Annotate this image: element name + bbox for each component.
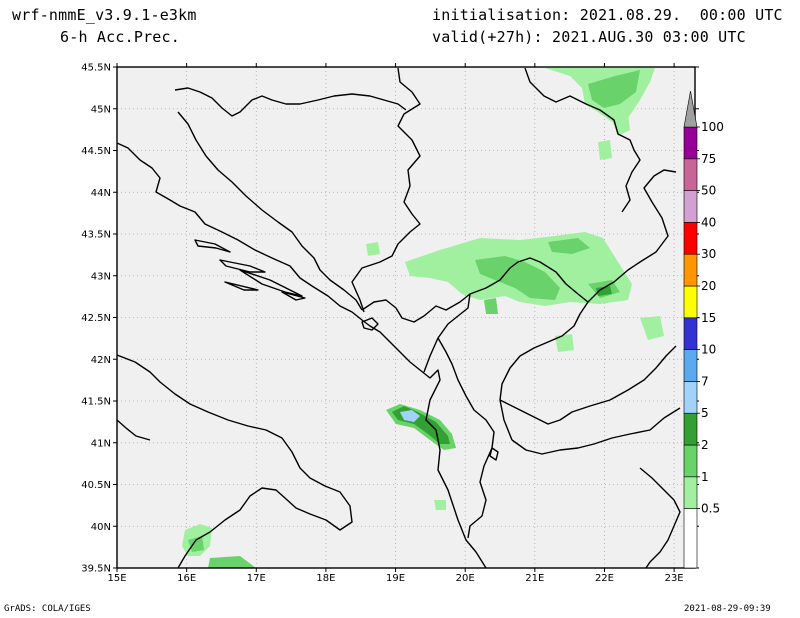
latitude-labels: 45.5N 45N 44.5N 44N 43.5N 43N 42.5N 42N 41.5N 41N… xyxy=(81,63,111,575)
lat-label: 45.5N xyxy=(81,63,111,74)
colorbar-swatch xyxy=(683,349,698,382)
colorbar-swatch xyxy=(683,317,698,350)
border-north-croatia xyxy=(174,87,407,117)
valid-line: valid(+27h): 2021.AUG.30 03:00 UTC xyxy=(432,28,746,46)
coast-islands-5 xyxy=(224,281,259,291)
lon-label: 19E xyxy=(386,573,405,584)
colorbar-label: 0.5 xyxy=(701,502,720,516)
colorbar-swatch xyxy=(683,126,698,160)
lat-label: 43N xyxy=(91,271,111,282)
init-label: initialisation: xyxy=(432,6,571,24)
colorbar-label: 40 xyxy=(701,215,716,229)
lat-label: 40.5N xyxy=(81,480,111,491)
colorbar-above-max xyxy=(683,90,698,128)
coastline-adriatic-west xyxy=(117,419,151,441)
timestamp-text: 2021-08-29-09:39 xyxy=(684,604,771,614)
colorbar-label: 10 xyxy=(701,343,716,357)
colorbar-label: 2 xyxy=(701,438,709,452)
coastline-italy-croatia xyxy=(117,142,487,568)
colorbar-label: 15 xyxy=(701,311,716,325)
lake-scutari xyxy=(361,317,379,331)
init-line: initialisation: 2021.08.29. 00:00 UTC xyxy=(432,6,783,24)
colorbar-label: 75 xyxy=(701,152,716,166)
colorbar: 0.5 1 2 5 7 10 15 20 30 40 50 75 100 xyxy=(683,90,724,569)
coast-islands-4 xyxy=(281,291,306,301)
border-kosovo-north xyxy=(469,257,589,441)
lake-ohrid xyxy=(489,447,499,461)
model-name: wrf-nmmE_v3.9.1-e3km xyxy=(12,6,197,24)
coastline-east-italy xyxy=(117,354,353,568)
coast-islands-1 xyxy=(194,239,231,253)
tick-marks xyxy=(113,63,699,572)
border-croatia-bosnia xyxy=(177,111,363,311)
colorbar-label: 20 xyxy=(701,279,716,293)
field-name: 6-h Acc.Prec. xyxy=(60,28,180,46)
lat-label: 44.5N xyxy=(81,146,111,157)
colorbar-swatch xyxy=(683,381,698,414)
colorbar-label: 50 xyxy=(701,184,716,198)
lon-label: 22E xyxy=(595,573,614,584)
lon-label: 15E xyxy=(107,573,126,584)
colorbar-label: 7 xyxy=(701,374,709,388)
lat-label: 40N xyxy=(91,522,111,533)
border-bosnia-serbia xyxy=(351,67,421,313)
lat-label: 45N xyxy=(91,104,111,115)
colorbar-swatch xyxy=(683,476,698,509)
border-serbia-bulgaria xyxy=(587,169,677,303)
lon-label: 21E xyxy=(525,573,544,584)
colorbar-swatch xyxy=(683,190,698,223)
border-greece-inner xyxy=(499,345,677,425)
colorbar-label: 100 xyxy=(701,120,724,134)
valid-value: 2021.AUG.30 03:00 UTC xyxy=(552,28,746,46)
lon-label: 23E xyxy=(665,573,684,584)
colorbar-swatch xyxy=(683,222,698,255)
coastline-greece xyxy=(639,467,681,568)
credit-text: GrADS: COLA/IGES xyxy=(4,604,91,614)
colorbar-below-min xyxy=(683,508,698,569)
border-serbia-romania xyxy=(524,67,641,213)
coastlines-borders xyxy=(117,67,681,568)
lon-label: 20E xyxy=(456,573,475,584)
lat-label: 44N xyxy=(91,188,111,199)
lat-label: 43.5N xyxy=(81,230,111,241)
init-value: 2021.08.29. 00:00 UTC xyxy=(579,6,783,24)
colorbar-swatch xyxy=(683,444,698,478)
lon-label: 18E xyxy=(316,573,335,584)
lat-label: 42N xyxy=(91,355,111,366)
colorbar-swatch xyxy=(683,285,698,319)
precip-area-albania xyxy=(386,404,456,510)
colorbar-label: 5 xyxy=(701,406,709,420)
colorbar-swatch xyxy=(683,253,698,287)
precipitation-areas xyxy=(182,68,664,568)
colorbar-swatch xyxy=(683,158,698,191)
coast-islands-2 xyxy=(219,259,266,273)
border-macedonia xyxy=(511,407,681,455)
border-albania-east xyxy=(437,337,495,539)
lon-label: 17E xyxy=(247,573,266,584)
grid-lines xyxy=(117,67,695,568)
valid-label: valid(+27h): xyxy=(432,28,543,46)
colorbar-swatch xyxy=(683,412,698,446)
border-montenegro xyxy=(361,293,471,373)
precip-area-serbia-kosovo xyxy=(366,232,664,352)
precip-area-north-east xyxy=(545,68,655,160)
lat-label: 41N xyxy=(91,438,111,449)
colorbar-label: 1 xyxy=(701,470,709,484)
lon-label: 16E xyxy=(177,573,196,584)
longitude-labels: 15E 16E 17E 18E 19E 20E 21E 22E 23E xyxy=(107,573,683,584)
lat-label: 42.5N xyxy=(81,313,111,324)
colorbar-label: 30 xyxy=(701,247,716,261)
lat-label: 39.5N xyxy=(81,564,111,575)
lat-label: 41.5N xyxy=(81,397,111,408)
coast-islands-3 xyxy=(239,269,303,297)
